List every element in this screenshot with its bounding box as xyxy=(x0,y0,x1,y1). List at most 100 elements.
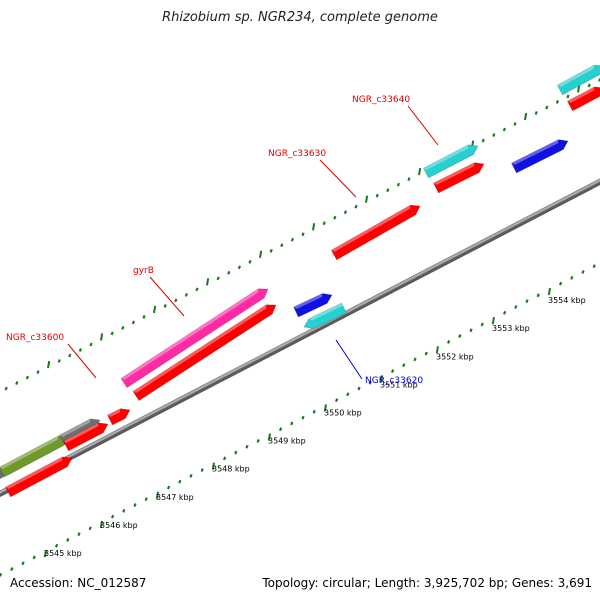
tick-mark xyxy=(290,237,295,242)
tick-mark xyxy=(424,351,428,356)
cds-left-small-bevel xyxy=(107,408,121,417)
tick-mark xyxy=(301,415,305,420)
tick-mark xyxy=(10,567,14,571)
tick-mark xyxy=(211,462,215,470)
tick-mark xyxy=(368,380,372,385)
gene-label[interactable]: NGR_c33600 xyxy=(6,333,64,343)
tick-mark xyxy=(333,215,337,220)
cds-NGR_c33630-body[interactable] xyxy=(330,201,422,261)
tick-mark xyxy=(78,348,83,352)
gene-label[interactable]: NGR_c33630 xyxy=(268,149,326,159)
tick-mark xyxy=(558,281,563,286)
cds-NGR_c33640[interactable] xyxy=(433,159,487,194)
tick-mark xyxy=(365,195,369,203)
tick-mark xyxy=(206,278,210,286)
tick-mark xyxy=(323,404,327,412)
tick-mark xyxy=(66,538,70,542)
gene-gyrB[interactable] xyxy=(120,284,271,389)
gene-gyrB-body[interactable] xyxy=(120,284,271,389)
tick-mark xyxy=(153,305,157,314)
tick-mark xyxy=(312,409,316,414)
gene-label-leader xyxy=(335,339,363,380)
gene-NGR_c33640-body[interactable] xyxy=(423,141,480,179)
tick-mark xyxy=(25,375,30,380)
tick-mark xyxy=(121,326,125,330)
cds-gyrB-body[interactable] xyxy=(132,300,279,402)
cds-left-small[interactable] xyxy=(107,405,133,426)
tick-mark xyxy=(375,193,379,198)
tick-mark xyxy=(290,421,294,426)
tick-mark xyxy=(334,398,339,403)
cds-gyrB[interactable] xyxy=(132,300,279,402)
tick-mark xyxy=(248,259,252,264)
tick-label: 3547 kbp xyxy=(156,493,194,502)
gene-label-leader xyxy=(67,343,97,379)
gene-blue-2[interactable] xyxy=(511,136,571,174)
tick-mark xyxy=(379,375,383,383)
tick-mark xyxy=(15,381,19,385)
gene-grey-bevel xyxy=(59,418,91,437)
gene-label[interactable]: gyrB xyxy=(133,266,154,276)
gene-label[interactable]: NGR_c33620 xyxy=(365,376,423,386)
tick-mark xyxy=(592,264,596,269)
cds-left-2-body[interactable] xyxy=(63,419,110,452)
cds-left-1-body[interactable] xyxy=(5,453,74,498)
tick-mark xyxy=(110,514,115,519)
tick-mark xyxy=(110,331,114,336)
gene-label[interactable]: NGR_c33640 xyxy=(352,95,410,105)
tick-mark xyxy=(396,182,401,187)
tick-mark xyxy=(386,188,390,193)
gene-cyan-edge[interactable] xyxy=(556,61,600,96)
tick-mark xyxy=(301,232,305,237)
gene-gyrB-bevel xyxy=(120,288,259,380)
tick-mark xyxy=(245,444,249,449)
backbone-layer xyxy=(0,178,600,498)
gene-NGR_c33640[interactable] xyxy=(423,141,480,179)
cds-left-2[interactable] xyxy=(63,419,110,452)
cds-left-small-body[interactable] xyxy=(107,405,133,426)
tick-mark xyxy=(47,360,51,369)
tick-label: 3545 kbp xyxy=(44,549,82,558)
gene-blue-1[interactable] xyxy=(293,290,335,318)
cds-left-1[interactable] xyxy=(5,453,74,498)
tick-mark xyxy=(458,334,462,339)
tick-mark xyxy=(481,138,485,143)
gene-NGR_c33620-body[interactable] xyxy=(302,302,347,332)
tick-mark xyxy=(566,94,570,99)
tick-mark xyxy=(142,315,146,319)
tick-mark xyxy=(435,346,439,354)
tick-mark xyxy=(343,210,348,215)
tick-mark xyxy=(278,427,283,432)
tick-mark xyxy=(492,133,496,137)
tick-mark xyxy=(99,520,103,529)
genome-summary-text: Topology: circular; Length: 3,925,702 bp… xyxy=(262,576,592,590)
cds-edge-body[interactable] xyxy=(567,83,600,112)
gene-NGR_c33620[interactable] xyxy=(302,302,347,332)
gene-blue-1-body[interactable] xyxy=(293,290,335,318)
tick-mark xyxy=(525,299,529,304)
cds-NGR_c33640-body[interactable] xyxy=(433,159,487,194)
tick-mark xyxy=(227,270,231,275)
tick-label: 3546 kbp xyxy=(100,521,138,530)
tick-mark xyxy=(216,276,220,281)
cds-NGR_c33640-bevel xyxy=(433,162,475,185)
gene-cyan-edge-body[interactable] xyxy=(556,61,600,96)
tick-label: 3549 kbp xyxy=(268,437,306,446)
tick-mark xyxy=(131,320,136,325)
tick-mark xyxy=(536,293,540,298)
tick-mark xyxy=(446,340,451,344)
gene-blue-2-body[interactable] xyxy=(511,136,571,174)
tick-mark xyxy=(480,322,484,327)
gene-blue-2-bevel xyxy=(511,139,559,165)
tick-mark xyxy=(269,248,273,253)
tick-mark xyxy=(234,450,238,455)
cds-edge[interactable] xyxy=(567,83,600,112)
cds-NGR_c33630[interactable] xyxy=(330,201,422,261)
tick-mark xyxy=(195,287,199,292)
tick-label: 3553 kbp xyxy=(492,324,530,333)
tick-mark xyxy=(43,549,47,558)
tick-mark xyxy=(88,526,92,531)
genome-backbone-highlight xyxy=(0,178,600,494)
tick-mark xyxy=(54,543,59,548)
gene-label-leader xyxy=(149,276,185,317)
